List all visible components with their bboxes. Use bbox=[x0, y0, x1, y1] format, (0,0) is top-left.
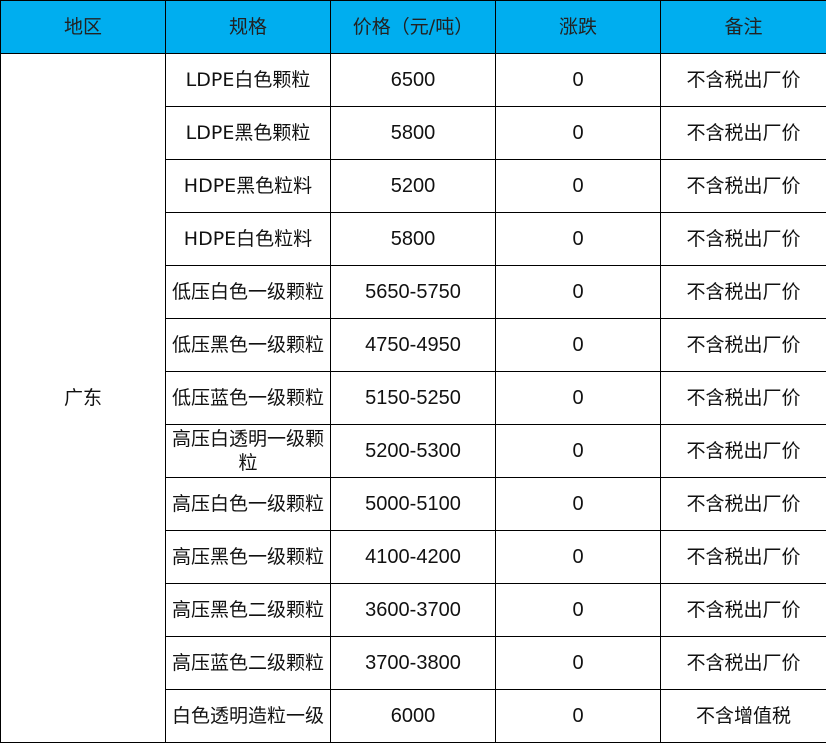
spec-cell: LDPE黑色颗粒 bbox=[165, 106, 331, 160]
header-price: 价格（元/吨） bbox=[330, 0, 496, 54]
price-cell: 5150-5250 bbox=[330, 371, 496, 425]
table-row: 高压黑色二级颗粒 3600-3700 0 不含税出厂价 bbox=[1, 583, 826, 637]
spec-cell: 高压白色一级颗粒 bbox=[165, 477, 331, 531]
note-cell: 不含税出厂价 bbox=[660, 583, 826, 637]
note-cell: 不含税出厂价 bbox=[660, 636, 826, 690]
note-cell: 不含税出厂价 bbox=[660, 159, 826, 213]
price-cell: 4750-4950 bbox=[330, 318, 496, 372]
spec-cell: 高压黑色一级颗粒 bbox=[165, 530, 331, 584]
price-cell: 5200 bbox=[330, 159, 496, 213]
price-cell: 5800 bbox=[330, 212, 496, 266]
change-cell: 0 bbox=[495, 265, 661, 319]
change-cell: 0 bbox=[495, 583, 661, 637]
price-cell: 5200-5300 bbox=[330, 424, 496, 478]
note-cell: 不含税出厂价 bbox=[660, 106, 826, 160]
price-cell: 5000-5100 bbox=[330, 477, 496, 531]
change-cell: 0 bbox=[495, 424, 661, 478]
note-cell: 不含税出厂价 bbox=[660, 212, 826, 266]
note-cell: 不含税出厂价 bbox=[660, 477, 826, 531]
spec-cell: 高压黑色二级颗粒 bbox=[165, 583, 331, 637]
table-row: 低压白色一级颗粒 5650-5750 0 不含税出厂价 bbox=[1, 265, 826, 319]
header-row: 地区 规格 价格（元/吨） 涨跌 备注 bbox=[0, 0, 826, 54]
header-note: 备注 bbox=[660, 0, 826, 54]
price-cell: 3600-3700 bbox=[330, 583, 496, 637]
spec-cell: 高压白透明一级颗粒 bbox=[165, 424, 331, 478]
spec-cell: HDPE白色粒料 bbox=[165, 212, 331, 266]
spec-cell: 低压黑色一级颗粒 bbox=[165, 318, 331, 372]
note-cell: 不含税出厂价 bbox=[660, 53, 826, 107]
spec-cell: 白色透明造粒一级 bbox=[165, 689, 331, 743]
table-row: 高压黑色一级颗粒 4100-4200 0 不含税出厂价 bbox=[1, 530, 826, 584]
region-cell: 广东 bbox=[0, 53, 166, 743]
spec-cell: LDPE白色颗粒 bbox=[165, 53, 331, 107]
table-row: HDPE白色粒料 5800 0 不含税出厂价 bbox=[1, 212, 826, 266]
table-row: 低压黑色一级颗粒 4750-4950 0 不含税出厂价 bbox=[1, 318, 826, 372]
note-cell: 不含增值税 bbox=[660, 689, 826, 743]
price-cell: 5800 bbox=[330, 106, 496, 160]
note-cell: 不含税出厂价 bbox=[660, 530, 826, 584]
spec-cell: HDPE黑色粒料 bbox=[165, 159, 331, 213]
table-row: 高压白透明一级颗粒 5200-5300 0 不含税出厂价 bbox=[1, 424, 826, 478]
change-cell: 0 bbox=[495, 53, 661, 107]
table-row: 广东 LDPE白色颗粒 6500 0 不含税出厂价 bbox=[0, 53, 826, 743]
header-change: 涨跌 bbox=[495, 0, 661, 54]
spec-cell: 低压白色一级颗粒 bbox=[165, 265, 331, 319]
note-cell: 不含税出厂价 bbox=[660, 318, 826, 372]
price-cell: 5650-5750 bbox=[330, 265, 496, 319]
change-cell: 0 bbox=[495, 212, 661, 266]
change-cell: 0 bbox=[495, 159, 661, 213]
change-cell: 0 bbox=[495, 371, 661, 425]
price-cell: 6000 bbox=[330, 689, 496, 743]
change-cell: 0 bbox=[495, 106, 661, 160]
price-cell: 3700-3800 bbox=[330, 636, 496, 690]
table-row: LDPE黑色颗粒 5800 0 不含税出厂价 bbox=[1, 106, 826, 160]
price-cell: 4100-4200 bbox=[330, 530, 496, 584]
header-spec: 规格 bbox=[165, 0, 331, 54]
change-cell: 0 bbox=[495, 689, 661, 743]
table-row: 低压蓝色一级颗粒 5150-5250 0 不含税出厂价 bbox=[1, 371, 826, 425]
table-row: 白色透明造粒一级 6000 0 不含增值税 bbox=[1, 689, 826, 743]
note-cell: 不含税出厂价 bbox=[660, 265, 826, 319]
table-row: HDPE黑色粒料 5200 0 不含税出厂价 bbox=[1, 159, 826, 213]
change-cell: 0 bbox=[495, 636, 661, 690]
note-cell: 不含税出厂价 bbox=[660, 371, 826, 425]
price-cell: 6500 bbox=[330, 53, 496, 107]
change-cell: 0 bbox=[495, 477, 661, 531]
spec-cell: 高压蓝色二级颗粒 bbox=[165, 636, 331, 690]
change-cell: 0 bbox=[495, 318, 661, 372]
spec-cell: 低压蓝色一级颗粒 bbox=[165, 371, 331, 425]
change-cell: 0 bbox=[495, 530, 661, 584]
note-cell: 不含税出厂价 bbox=[660, 424, 826, 478]
header-region: 地区 bbox=[0, 0, 166, 54]
